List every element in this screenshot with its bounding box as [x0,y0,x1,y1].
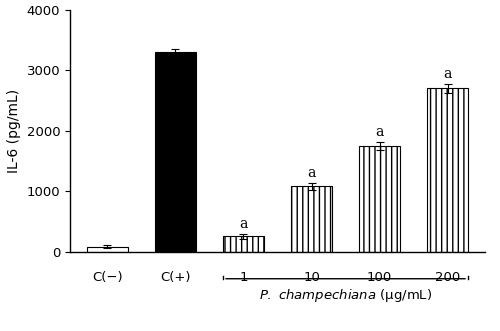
Text: 200: 200 [435,271,460,284]
Text: 1: 1 [239,271,248,284]
Text: a: a [308,166,316,180]
Text: a: a [444,67,452,81]
Bar [223,236,264,252]
Text: a: a [376,124,384,139]
Text: C(+): C(+) [160,271,190,284]
Bar [155,52,196,252]
Text: $\it{P.\ champechiana}$ (µg/mL): $\it{P.\ champechiana}$ (µg/mL) [259,287,432,304]
Bar [427,88,468,252]
Text: a: a [240,217,248,231]
Bar [291,186,332,252]
Text: 100: 100 [367,271,392,284]
Bar [359,146,400,252]
Text: 10: 10 [303,271,320,284]
Y-axis label: IL-6 (pg/mL): IL-6 (pg/mL) [7,89,21,173]
Text: C(−): C(−) [92,271,122,284]
Bar [87,247,128,252]
